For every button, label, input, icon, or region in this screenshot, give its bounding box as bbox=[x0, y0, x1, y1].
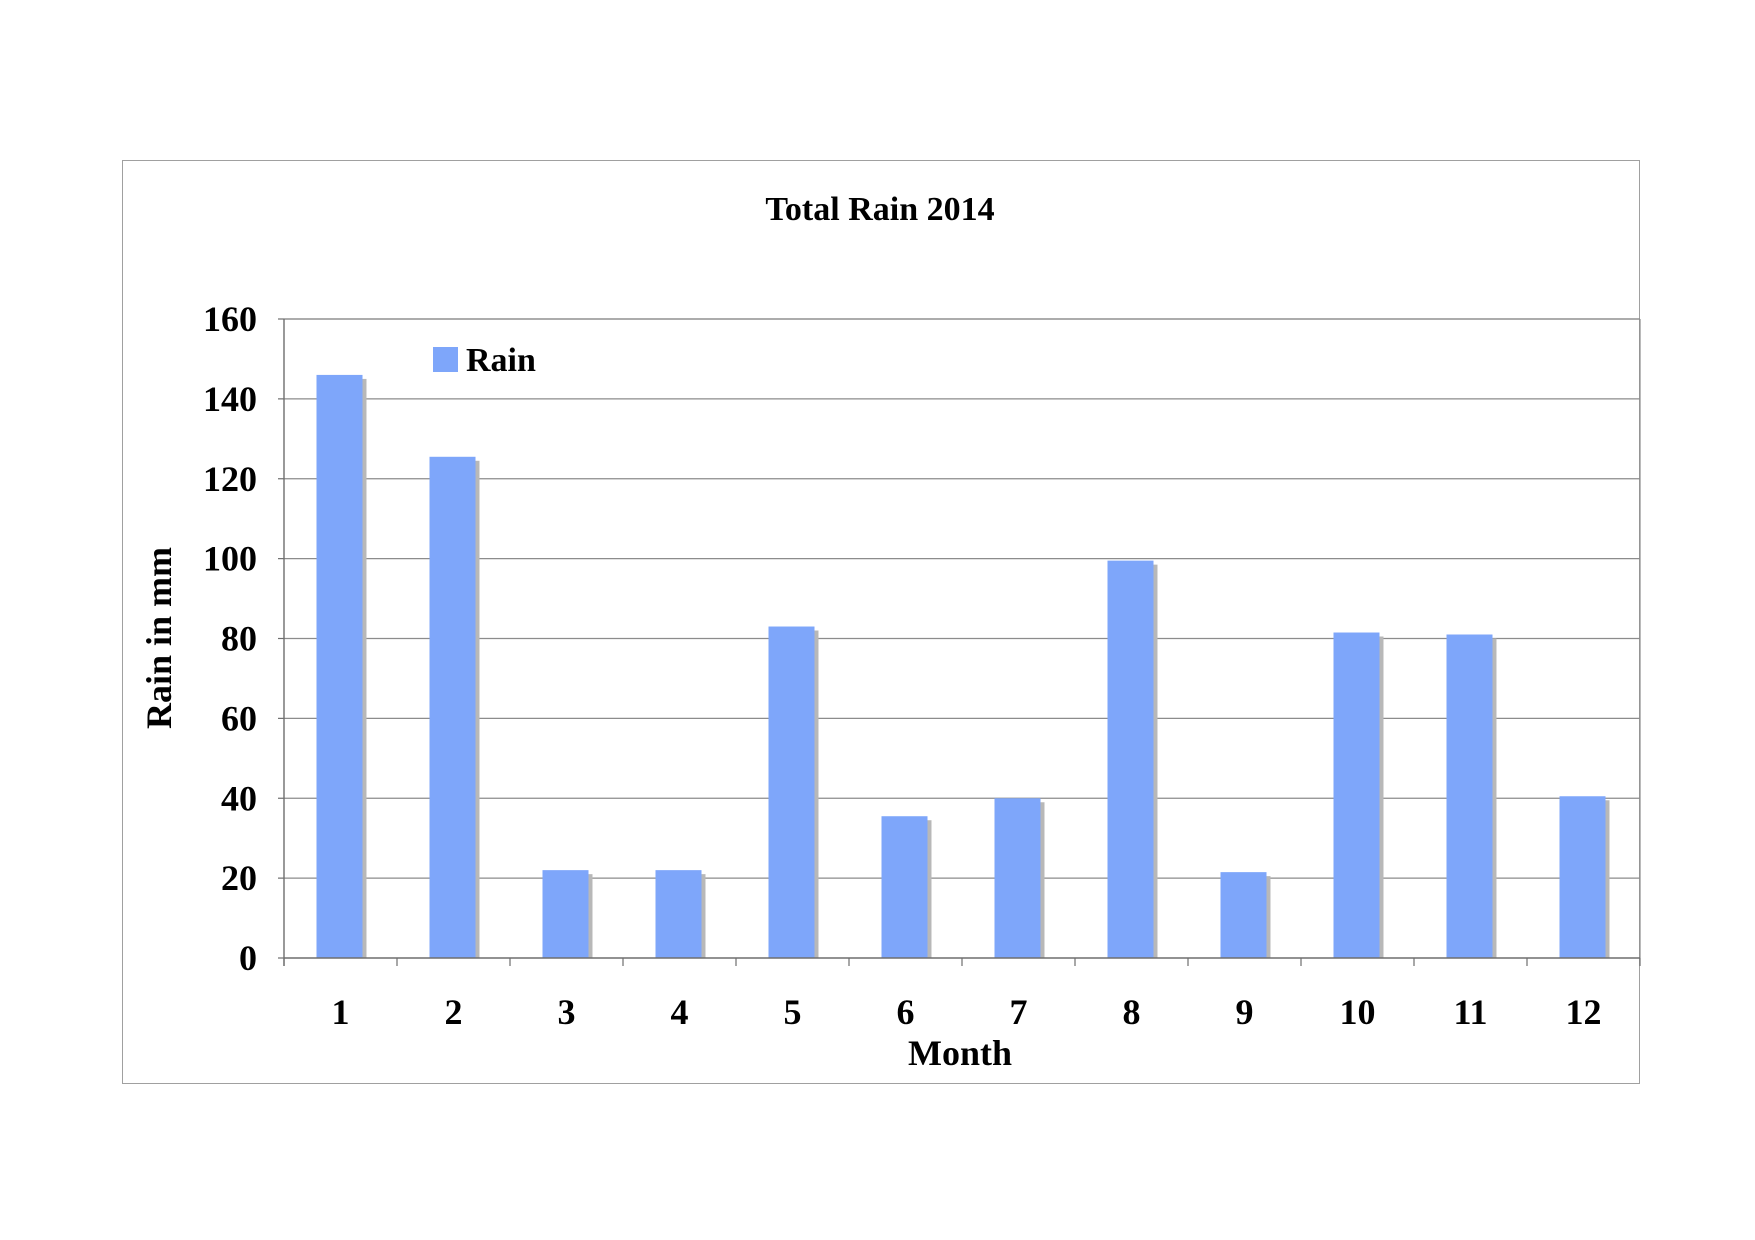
bar bbox=[1107, 560, 1154, 958]
chart-frame bbox=[122, 160, 1640, 1084]
y-tick-label: 20 bbox=[221, 858, 257, 898]
y-tick-label: 60 bbox=[221, 698, 257, 738]
x-tick-label: 1 bbox=[332, 992, 350, 1032]
bar bbox=[1333, 632, 1380, 958]
y-tick-label: 160 bbox=[203, 299, 257, 339]
bar bbox=[542, 870, 589, 958]
y-tick-label: 40 bbox=[221, 778, 257, 818]
x-tick-label: 2 bbox=[445, 992, 463, 1032]
gridlines bbox=[284, 318, 1640, 879]
x-tick-label: 4 bbox=[671, 992, 689, 1032]
bar bbox=[655, 870, 702, 958]
x-tick-label: 8 bbox=[1123, 992, 1141, 1032]
chart-title: Total Rain 2014 bbox=[765, 191, 994, 228]
bar bbox=[316, 374, 363, 959]
legend-swatch bbox=[433, 347, 458, 372]
y-tick-labels: 0 20 40 60 80 100 120 140 160 bbox=[203, 299, 257, 978]
x-tick-label: 5 bbox=[784, 992, 802, 1032]
bar bbox=[768, 626, 815, 958]
y-axis-label: Rain in mm bbox=[139, 547, 179, 729]
x-axis-label: Month bbox=[908, 1033, 1012, 1073]
bar bbox=[429, 456, 476, 958]
bars bbox=[316, 374, 1610, 959]
x-tick-labels: 1 2 3 4 5 6 7 8 9 10 11 12 bbox=[332, 992, 1602, 1032]
y-tick-label: 80 bbox=[221, 619, 257, 659]
y-tick-label: 100 bbox=[203, 539, 257, 579]
bar bbox=[881, 816, 928, 958]
x-tick-label: 12 bbox=[1566, 992, 1602, 1032]
x-tick-label: 9 bbox=[1236, 992, 1254, 1032]
x-tick-label: 6 bbox=[897, 992, 915, 1032]
x-tick-label: 7 bbox=[1010, 992, 1028, 1032]
x-tick-label: 11 bbox=[1453, 992, 1487, 1032]
bar bbox=[1559, 796, 1606, 958]
x-tick-label: 3 bbox=[558, 992, 576, 1032]
y-tick-label: 120 bbox=[203, 459, 257, 499]
legend-label: Rain bbox=[466, 342, 536, 379]
y-tick-label: 0 bbox=[239, 938, 257, 978]
bar bbox=[994, 798, 1041, 958]
bar bbox=[1446, 634, 1493, 958]
bar bbox=[1220, 872, 1267, 958]
y-tick-label: 140 bbox=[203, 379, 257, 419]
legend: Rain bbox=[433, 342, 536, 379]
axes bbox=[278, 318, 1641, 966]
x-tick-label: 10 bbox=[1340, 992, 1376, 1032]
